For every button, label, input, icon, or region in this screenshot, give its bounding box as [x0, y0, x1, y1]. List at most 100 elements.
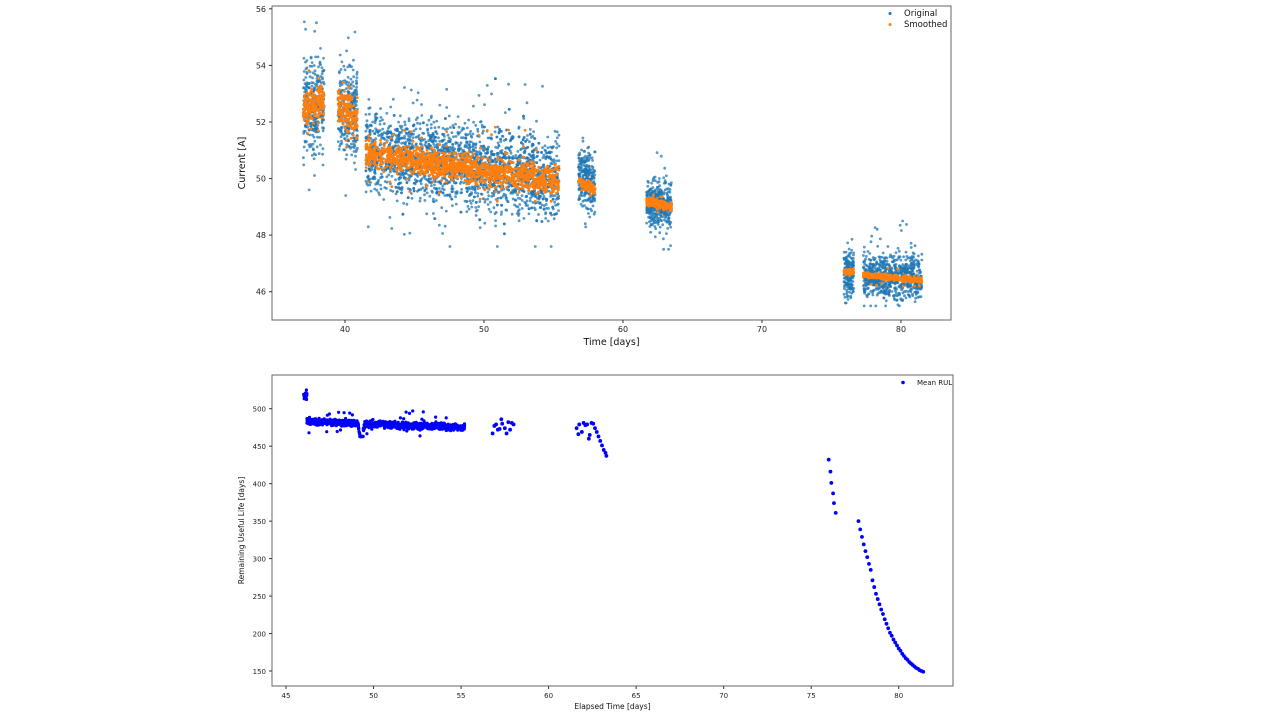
data-point	[349, 136, 353, 140]
data-point	[312, 122, 315, 125]
data-point	[525, 156, 529, 160]
data-point	[502, 187, 506, 191]
data-point	[531, 142, 535, 146]
data-point	[319, 84, 323, 87]
data-point	[451, 124, 455, 127]
data-point	[373, 168, 377, 172]
data-point	[493, 212, 497, 216]
data-point	[506, 146, 510, 150]
data-point	[447, 114, 451, 118]
data-point	[347, 126, 350, 130]
data-point	[476, 192, 480, 195]
data-point	[317, 65, 320, 69]
data-point	[501, 135, 505, 138]
data-point	[349, 77, 353, 81]
data-point	[592, 180, 596, 183]
data-point	[433, 126, 437, 129]
data-point	[304, 125, 308, 129]
data-point	[412, 189, 416, 193]
data-point	[309, 117, 313, 120]
data-point	[536, 172, 540, 176]
data-point	[414, 172, 418, 176]
data-point	[463, 121, 467, 125]
data-point	[446, 133, 450, 137]
data-point	[456, 131, 460, 135]
data-point	[532, 153, 535, 157]
data-point	[313, 174, 316, 177]
data-point	[580, 169, 584, 173]
data-point	[430, 123, 433, 126]
data-point	[917, 260, 920, 264]
data-point	[585, 175, 589, 178]
data-point	[309, 121, 313, 125]
data-point	[864, 255, 868, 258]
data-point	[477, 94, 481, 97]
data-point	[504, 156, 507, 160]
data-point	[649, 214, 653, 218]
data-point	[577, 153, 580, 157]
data-point	[435, 119, 439, 123]
data-point	[378, 119, 382, 123]
data-point	[473, 195, 476, 199]
data-point	[468, 192, 472, 196]
data-point	[412, 129, 416, 133]
data-point	[464, 136, 468, 140]
data-point	[658, 177, 661, 180]
data-point	[305, 66, 309, 70]
data-point	[845, 292, 849, 296]
data-point	[465, 140, 469, 144]
data-point	[454, 135, 458, 138]
data-point	[336, 140, 340, 144]
data-point	[411, 101, 415, 105]
data-point	[544, 202, 548, 206]
data-point	[345, 145, 348, 149]
data-point	[517, 135, 521, 139]
data-point	[472, 142, 475, 146]
data-point	[383, 186, 387, 189]
data-point	[524, 140, 527, 143]
data-point	[379, 116, 383, 119]
data-point	[499, 196, 503, 200]
data-point	[364, 179, 368, 183]
data-point	[546, 185, 550, 189]
data-point	[549, 145, 552, 149]
data-point	[579, 158, 583, 162]
data-point	[353, 30, 357, 34]
data-point	[411, 136, 415, 140]
data-point	[352, 120, 356, 123]
data-point	[530, 206, 534, 210]
data-point	[888, 288, 891, 292]
data-point	[416, 116, 419, 120]
data-point	[431, 190, 434, 194]
data-point	[312, 135, 316, 139]
data-point	[658, 225, 662, 229]
data-point	[460, 128, 464, 132]
data-point	[337, 147, 341, 151]
data-point	[491, 159, 495, 163]
data-point	[385, 111, 389, 115]
data-point	[509, 151, 513, 155]
data-point	[318, 102, 322, 106]
data-point	[578, 151, 581, 155]
data-point	[441, 191, 445, 195]
data-point	[492, 206, 496, 210]
data-point	[384, 168, 387, 172]
data-point	[338, 80, 342, 83]
data-point	[350, 105, 354, 109]
data-point	[538, 194, 541, 198]
data-point	[410, 196, 414, 200]
data-point	[577, 183, 581, 187]
data-point	[427, 134, 430, 137]
data-point	[530, 136, 533, 139]
data-point	[447, 149, 451, 153]
data-point	[382, 122, 386, 126]
data-point	[309, 127, 313, 131]
data-point	[499, 213, 503, 216]
data-point	[422, 175, 426, 179]
data-point	[522, 217, 526, 220]
data-point	[410, 192, 413, 195]
data-point	[320, 119, 324, 123]
data-point	[529, 196, 532, 200]
data-point	[316, 74, 320, 77]
data-point	[656, 218, 660, 222]
